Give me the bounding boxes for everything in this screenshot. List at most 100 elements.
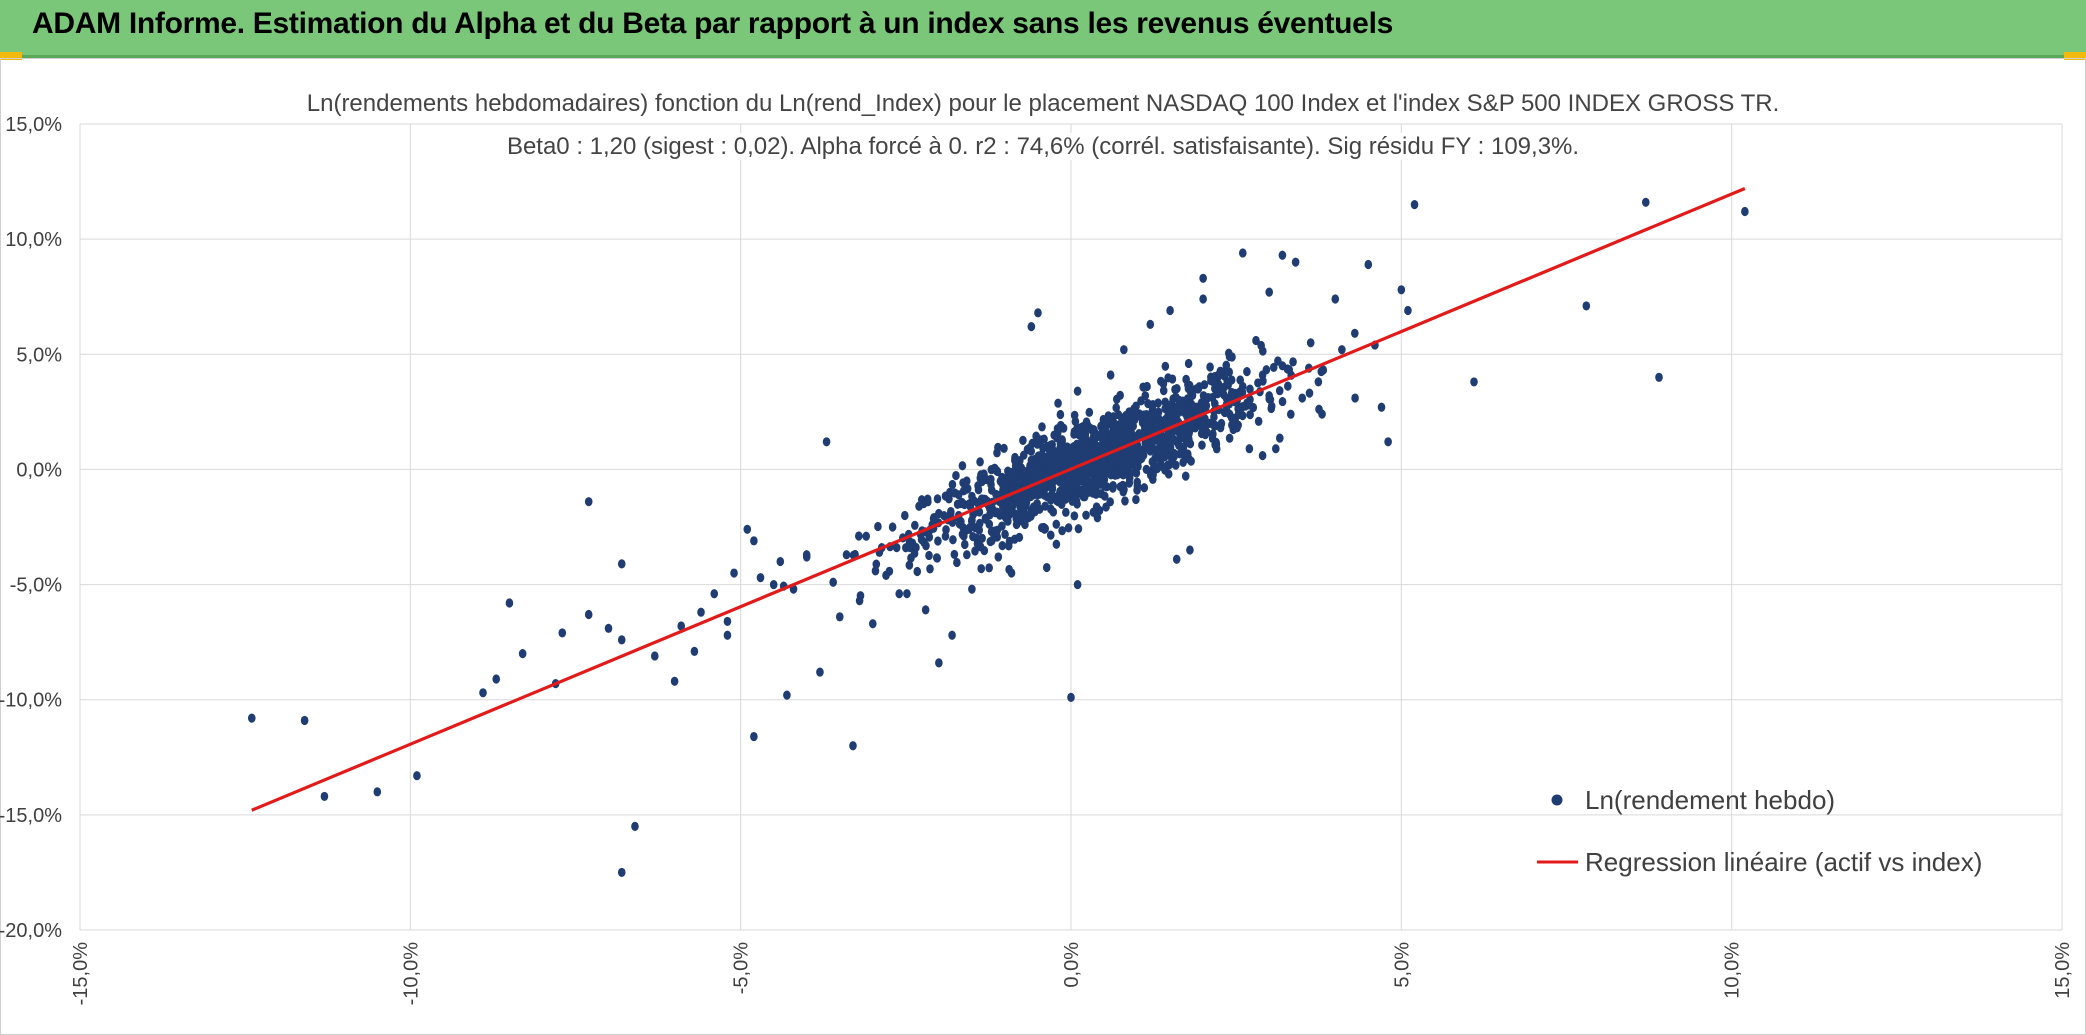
data-point: [1185, 394, 1193, 404]
data-point: [1038, 422, 1046, 432]
data-point: [750, 536, 758, 546]
data-point: [1377, 402, 1386, 412]
data-point: [1252, 335, 1260, 346]
data-point: [756, 573, 765, 583]
data-point: [908, 538, 917, 548]
data-point: [976, 457, 984, 467]
data-point: [855, 596, 864, 606]
data-point: [1318, 409, 1326, 419]
data-point: [1317, 366, 1326, 377]
data-point: [907, 553, 915, 563]
data-point: [816, 667, 824, 677]
data-point: [1106, 467, 1115, 477]
data-point: [1048, 484, 1057, 494]
x-tick-label: -15,0%: [70, 942, 92, 1006]
data-point: [1172, 460, 1180, 470]
data-point: [1276, 433, 1284, 443]
data-point: [1238, 248, 1247, 258]
data-point: [1254, 416, 1263, 426]
x-tick-labels: -15,0% -10,0% -5,0% 0,0% 5,0% 10,0% 15,0%: [70, 942, 2074, 1006]
data-point: [849, 741, 857, 751]
data-point: [835, 612, 844, 622]
data-point: [1087, 451, 1095, 461]
data-point: [300, 715, 309, 726]
data-point: [1048, 445, 1057, 455]
data-point: [1184, 358, 1193, 369]
data-point: [677, 621, 686, 631]
data-point: [1027, 455, 1036, 465]
data-point: [1093, 513, 1102, 523]
data-point: [1159, 379, 1168, 389]
data-point: [1186, 439, 1195, 449]
data-point: [1179, 404, 1188, 415]
data-point: [723, 616, 732, 627]
data-point: [670, 676, 679, 686]
data-point: [1331, 294, 1340, 304]
data-point: [1291, 257, 1300, 267]
data-point: [1285, 365, 1293, 375]
data-point: [1169, 394, 1177, 404]
data-point: [1137, 453, 1146, 463]
data-point: [954, 490, 963, 500]
data-point: [987, 536, 996, 546]
data-point: [710, 589, 719, 599]
data-point: [903, 589, 911, 599]
data-point: [901, 510, 909, 521]
data-point: [1191, 419, 1199, 429]
data-point: [1203, 427, 1211, 437]
data-point: [1027, 505, 1036, 516]
data-point: [1019, 435, 1027, 445]
data-point: [1178, 431, 1187, 441]
data-point: [1225, 409, 1234, 419]
data-point: [829, 577, 837, 587]
data-point: [922, 541, 930, 551]
x-tick-label: 15,0%: [2052, 942, 2074, 999]
data-point: [1100, 491, 1109, 501]
data-point: [1011, 455, 1019, 466]
data-point: [1070, 511, 1079, 521]
data-point: [1100, 481, 1109, 491]
data-point: [1058, 445, 1067, 455]
data-point: [947, 506, 955, 517]
data-point: [1194, 384, 1202, 394]
data-point: [1056, 409, 1065, 420]
data-point: [1001, 529, 1009, 539]
data-point: [1245, 400, 1254, 410]
data-point: [966, 523, 974, 533]
data-point: [1093, 476, 1102, 486]
data-point: [1199, 398, 1207, 408]
data-point: [994, 552, 1003, 562]
data-point: [1216, 423, 1225, 433]
data-point: [1165, 401, 1174, 412]
data-point: [1074, 447, 1082, 458]
data-point: [1035, 468, 1044, 478]
data-point: [558, 628, 567, 638]
data-point: [1176, 449, 1184, 459]
data-point: [1206, 362, 1214, 372]
y-tick-label: 5,0%: [16, 344, 62, 366]
data-point: [1234, 420, 1242, 430]
data-point: [911, 520, 919, 530]
data-point: [1120, 434, 1128, 445]
data-point: [1073, 386, 1082, 396]
data-point: [1092, 433, 1100, 443]
data-point: [1015, 532, 1024, 542]
data-point: [1278, 361, 1287, 371]
data-point: [1047, 462, 1055, 472]
data-point: [1014, 476, 1022, 486]
data-point: [584, 497, 593, 507]
legend-label-regression: Regression linéaire (actif vs index): [1585, 847, 1982, 877]
data-point: [1035, 504, 1044, 514]
data-point: [1121, 496, 1129, 506]
data-point: [1305, 388, 1314, 398]
data-point: [1220, 371, 1229, 381]
data-point: [479, 688, 487, 698]
data-point: [1146, 319, 1155, 329]
y-tick-label: -20,0%: [0, 920, 62, 942]
y-tick-label: -5,0%: [10, 575, 62, 597]
data-point: [1098, 433, 1107, 443]
data-point: [1119, 487, 1128, 497]
data-point: [1067, 453, 1075, 463]
data-point: [1135, 409, 1144, 419]
